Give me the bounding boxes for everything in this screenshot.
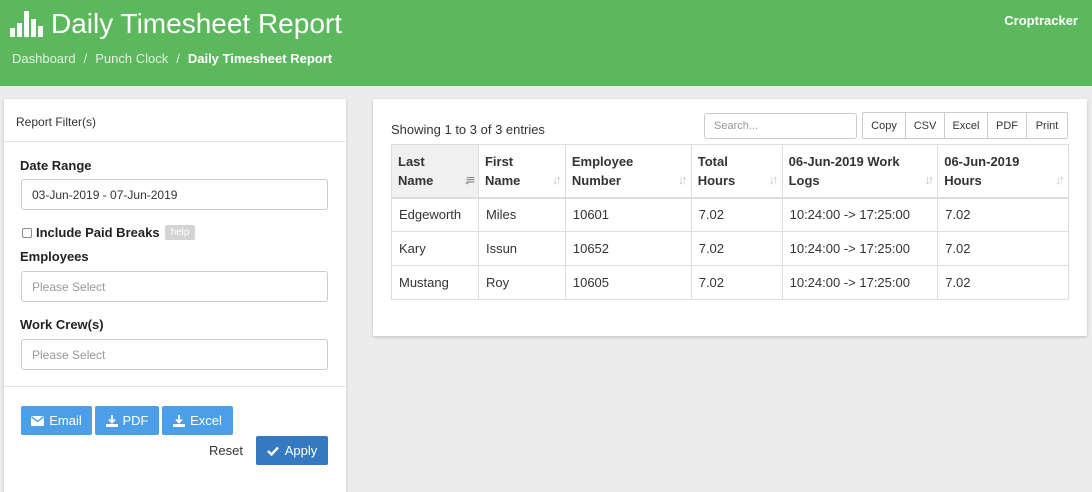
sort-icon: ↓↑: [924, 171, 934, 187]
column-header-label: First Name: [484, 154, 521, 188]
column-header-total-hours[interactable]: Total Hours ↓↑: [690, 144, 783, 199]
report-table-panel: Showing 1 to 3 of 3 entries Search... Co…: [373, 99, 1087, 336]
include-paid-breaks-row: Include Paid Breaks help: [22, 225, 196, 240]
filter-panel-heading: Report Filter(s): [4, 99, 346, 142]
table-row: Kary Issun 10652 7.02 10:24:00 -> 17:25:…: [391, 231, 1069, 266]
excel-button-label: Excel: [190, 413, 222, 428]
page-title: Daily Timesheet Report: [51, 8, 343, 39]
sort-icon: ↓↑: [768, 171, 779, 187]
cell-last-name: Edgeworth: [391, 197, 479, 232]
column-header-hours[interactable]: 06-Jun-2019 Hours ↓↑: [937, 144, 1069, 199]
cell-hours: 7.02: [937, 197, 1069, 232]
email-button[interactable]: Email: [21, 406, 92, 435]
column-header-label: Last Name: [398, 154, 434, 188]
cell-hours: 7.02: [937, 231, 1069, 266]
header-bar: Daily Timesheet Report Croptracker Dashb…: [0, 0, 1092, 86]
pdf-export-button[interactable]: PDF: [987, 112, 1027, 139]
apply-button[interactable]: Apply: [256, 436, 328, 465]
cell-last-name: Kary: [391, 231, 479, 266]
apply-button-label: Apply: [284, 443, 318, 458]
cell-first-name: Issun: [477, 231, 566, 266]
download-icon: [105, 414, 118, 427]
filter-divider: [4, 386, 346, 387]
employees-label: Employees: [20, 249, 89, 264]
column-header-label: 06-Jun-2019 Work Logs: [788, 154, 900, 188]
cell-total-hours: 7.02: [690, 231, 783, 266]
cell-total-hours: 7.02: [690, 197, 783, 232]
include-paid-breaks-label[interactable]: Include Paid Breaks: [36, 225, 160, 240]
breadcrumb-current: Daily Timesheet Report: [187, 51, 333, 66]
cell-employee-number: 10652: [564, 231, 692, 266]
sort-icon: ↓≡: [463, 171, 475, 187]
cell-employee-number: 10601: [564, 197, 692, 232]
cell-work-logs: 10:24:00 -> 17:25:00: [781, 231, 939, 266]
cell-work-logs: 10:24:00 -> 17:25:00: [781, 197, 939, 232]
check-icon: [266, 446, 279, 456]
table-header-row: Last Name ↓≡ First Name ↓↑ Employee Number…: [391, 144, 1069, 199]
include-paid-breaks-checkbox[interactable]: [22, 227, 32, 238]
column-header-label: Total Hours: [697, 154, 736, 188]
download-icon: [173, 414, 186, 427]
employees-select[interactable]: Please Select: [21, 271, 328, 302]
cell-employee-number: 10605: [564, 265, 692, 300]
work-crews-select[interactable]: Please Select: [21, 339, 328, 370]
column-header-first-name[interactable]: First Name ↓↑: [477, 144, 566, 199]
cell-first-name: Miles: [477, 197, 566, 232]
cell-hours: 7.02: [937, 265, 1069, 300]
sort-icon: ↓↑: [677, 171, 688, 187]
breadcrumb: Dashboard / Punch Clock / Daily Timeshee…: [12, 51, 332, 66]
column-header-label: Employee Number: [571, 154, 634, 188]
entries-info: Showing 1 to 3 of 3 entries: [391, 122, 545, 137]
column-header-work-logs[interactable]: 06-Jun-2019 Work Logs ↓↑: [781, 144, 939, 199]
export-button-group: Copy CSV Excel PDF Print: [862, 112, 1068, 139]
report-filter-panel: Report Filter(s) Date Range 03-Jun-2019 …: [4, 99, 346, 492]
help-badge[interactable]: help: [164, 225, 196, 240]
cell-total-hours: 7.02: [690, 265, 783, 300]
sort-icon: ↓↑: [1055, 171, 1065, 187]
email-button-label: Email: [49, 413, 82, 428]
work-crews-label: Work Crew(s): [20, 317, 104, 332]
breadcrumb-punch-clock[interactable]: Punch Clock: [95, 51, 169, 66]
envelope-icon: [31, 415, 45, 426]
brand-name[interactable]: Croptracker: [1004, 13, 1078, 28]
excel-export-button[interactable]: Excel: [944, 112, 988, 139]
pdf-button[interactable]: PDF: [95, 406, 159, 435]
table-row: Edgeworth Miles 10601 7.02 10:24:00 -> 1…: [391, 197, 1069, 232]
excel-button[interactable]: Excel: [162, 406, 233, 435]
copy-button[interactable]: Copy: [862, 112, 906, 139]
title-row: Daily Timesheet Report: [10, 8, 342, 40]
column-header-label: 06-Jun-2019 Hours: [944, 154, 1020, 188]
print-button[interactable]: Print: [1026, 112, 1068, 139]
table-row: Mustang Roy 10605 7.02 10:24:00 -> 17:25…: [391, 265, 1069, 300]
column-header-last-name[interactable]: Last Name ↓≡: [391, 144, 479, 199]
cell-work-logs: 10:24:00 -> 17:25:00: [781, 265, 939, 300]
pdf-button-label: PDF: [122, 413, 149, 428]
csv-button[interactable]: CSV: [905, 112, 945, 139]
table-search-input[interactable]: Search...: [704, 113, 857, 139]
date-range-input[interactable]: 03-Jun-2019 - 07-Jun-2019: [21, 179, 328, 210]
sort-icon: ↓↑: [551, 171, 562, 187]
breadcrumb-separator: /: [83, 51, 88, 66]
breadcrumb-dashboard[interactable]: Dashboard: [12, 51, 76, 66]
reset-button[interactable]: Reset: [209, 443, 243, 458]
breadcrumb-separator: /: [176, 51, 180, 66]
timesheet-table: Last Name ↓≡ First Name ↓↑ Employee Number…: [391, 144, 1069, 300]
cell-first-name: Roy: [477, 265, 566, 300]
bar-chart-icon: [10, 11, 43, 37]
cell-last-name: Mustang: [391, 265, 479, 300]
column-header-employee-number[interactable]: Employee Number ↓↑: [564, 144, 692, 199]
date-range-label: Date Range: [20, 158, 92, 173]
